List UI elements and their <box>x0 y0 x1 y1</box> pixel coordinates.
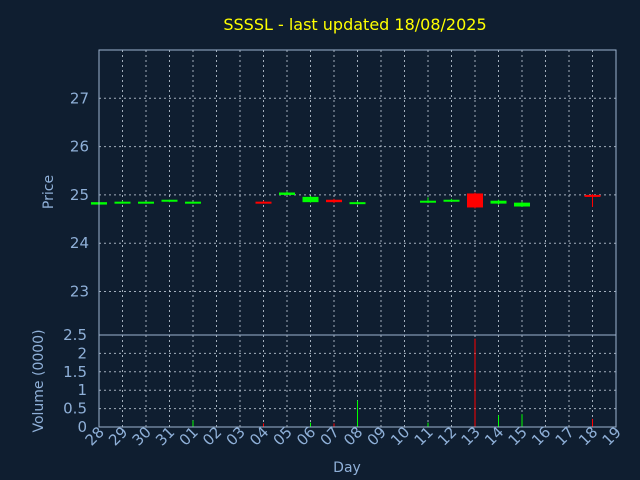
price-plot-frame <box>98 49 617 336</box>
volume-panel: 00.511.522.5 <box>63 326 617 436</box>
price-tick-label: 25 <box>70 186 89 204</box>
chart-title: SSSSL - last updated 18/08/2025 <box>223 15 486 34</box>
candle-body <box>138 201 154 204</box>
candle-body <box>584 194 601 197</box>
x-axis-label: Day <box>333 460 361 476</box>
price-tick-label: 27 <box>70 89 89 107</box>
volume-axis-label: Volume (0000) <box>31 329 47 432</box>
x-axis: 2829303101020304050607080910111213141516… <box>82 423 625 449</box>
volume-tick-label: 1 <box>77 381 87 399</box>
candle-body <box>467 193 483 208</box>
candle-body <box>443 199 460 202</box>
price-panel: 23 24 25 26 27 <box>70 49 617 336</box>
candle-body <box>302 196 319 203</box>
candle-body <box>490 200 507 204</box>
price-tick-label: 24 <box>70 234 89 252</box>
candle-body <box>420 200 436 203</box>
candle-body <box>279 192 295 195</box>
price-tick-label: 23 <box>70 283 89 301</box>
candle-body <box>161 199 178 202</box>
candle-body <box>514 202 530 207</box>
candle-body <box>255 201 272 204</box>
volume-tick-label: 2.5 <box>63 326 87 344</box>
candle-body <box>114 201 131 204</box>
price-tick-label: 26 <box>70 138 89 156</box>
volume-tick-label: 0.5 <box>63 400 87 418</box>
volume-tick-label: 0 <box>77 418 87 436</box>
candle-body <box>349 202 366 205</box>
volume-tick-label: 1.5 <box>63 363 87 381</box>
volume-plot-frame <box>98 334 617 428</box>
price-axis-label: Price <box>41 175 57 209</box>
candle-body <box>326 199 342 203</box>
candle-body <box>185 201 201 204</box>
volume-tick-label: 2 <box>77 344 87 362</box>
